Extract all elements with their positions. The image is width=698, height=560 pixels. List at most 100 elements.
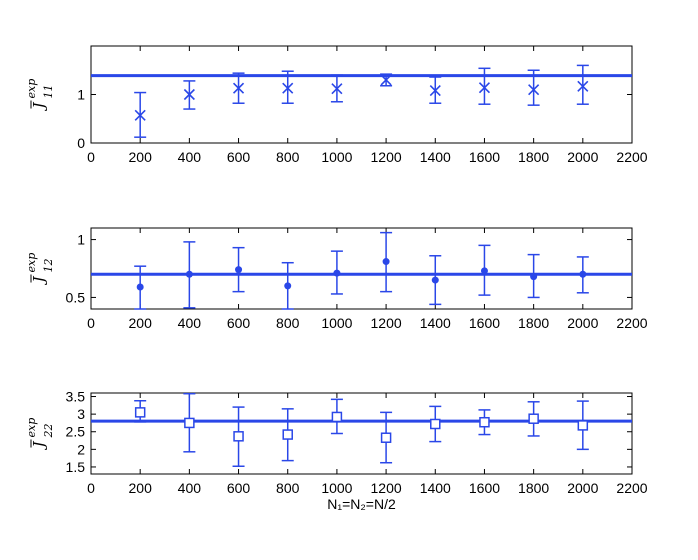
x-tick-label: 2200	[616, 149, 647, 165]
x-tick-label: 1600	[469, 315, 500, 331]
x-tick-label: 0	[87, 315, 95, 331]
data-point	[479, 416, 490, 428]
data-point	[232, 82, 245, 94]
y-label-base: J	[30, 441, 48, 451]
marker-stroke	[577, 80, 589, 92]
x-tick-label: 1000	[321, 315, 352, 331]
data-point	[233, 431, 244, 442]
data-point	[284, 282, 292, 290]
x-tick-label: 1000	[321, 480, 352, 496]
x-tick-label: 1600	[469, 149, 500, 165]
data-point	[235, 266, 243, 274]
y-label-superscript: exp	[25, 253, 38, 273]
x-tick-label: 1200	[371, 480, 402, 496]
y-label-base: J	[30, 276, 48, 286]
data-point	[382, 258, 390, 266]
marker-stroke	[331, 83, 343, 95]
x-tick-label: 1800	[518, 149, 549, 165]
x-tick-label: 2000	[567, 480, 598, 496]
x-tick-label: 200	[129, 149, 153, 165]
data-point	[331, 83, 343, 95]
x-tick-label: 2200	[616, 480, 647, 496]
y-tick-label: 0.5	[66, 289, 86, 305]
y-label-superscript: exp	[25, 418, 38, 438]
x-tick-label: 200	[129, 480, 153, 496]
y-tick-label: 2.5	[66, 424, 86, 440]
x-tick-label: 600	[227, 480, 251, 496]
x-tick-label: 2000	[567, 149, 598, 165]
y-tick-label: 3	[77, 406, 85, 422]
panel-j22: 0 200 400 600 800 1000 1200 1400 1600 1800 2000 220…	[25, 389, 648, 496]
x-tick-label: 800	[276, 315, 300, 331]
x-tick-label: 1400	[420, 315, 451, 331]
y-label-superscript: exp	[25, 79, 38, 99]
x-tick-label: 200	[129, 315, 153, 331]
x-tick-label: 600	[227, 315, 251, 331]
x-tick-label: 1200	[371, 315, 402, 331]
marker-stroke	[528, 84, 540, 96]
data-point	[282, 82, 294, 94]
data-point	[134, 407, 146, 418]
data-point	[136, 283, 144, 291]
y-label-subscript: 11	[42, 85, 55, 99]
axes-frame	[90, 227, 633, 310]
data-point	[577, 420, 589, 431]
data-point	[134, 109, 146, 121]
y-label-base: J	[30, 102, 48, 112]
axes-frame	[90, 392, 633, 475]
data-point	[480, 267, 488, 275]
x-tick-label: 400	[178, 480, 202, 496]
x-tick-label: 400	[178, 315, 202, 331]
data-point	[282, 429, 293, 440]
data-point	[429, 85, 441, 97]
marker-stroke	[380, 74, 392, 86]
y-tick-label: 3.5	[66, 389, 86, 405]
panel-j11: 0 200 400 600 800 1000 1200 1400 1600 1800 2000 220…	[25, 45, 648, 165]
x-tick-label: 1800	[518, 315, 549, 331]
x-axis-label: N₁=N₂=N/2	[327, 496, 396, 512]
data-point	[431, 276, 439, 284]
data-point	[185, 270, 193, 278]
y-tick-label: 0	[77, 135, 85, 151]
y-tick-label: 2	[77, 441, 85, 457]
data-point	[380, 432, 392, 443]
y-label-subscript: 22	[42, 424, 55, 439]
marker-stroke	[183, 88, 195, 101]
x-tick-label: 0	[87, 149, 95, 165]
marker-stroke	[429, 85, 441, 97]
y-tick-label: 1	[77, 232, 85, 248]
x-tick-label: 400	[178, 149, 202, 165]
x-tick-label: 800	[276, 480, 300, 496]
marker-stroke	[232, 82, 245, 94]
x-tick-label: 600	[227, 149, 251, 165]
panel-j12: 0 200 400 600 800 1000 1200 1400 1600 1800 2000 220…	[25, 227, 648, 331]
x-tick-label: 1400	[420, 149, 451, 165]
x-tick-label: 1200	[371, 149, 402, 165]
x-tick-label: 1000	[321, 149, 352, 165]
y-label-subscript: 12	[42, 259, 55, 273]
marker-stroke	[134, 109, 146, 121]
x-tick-label: 800	[276, 149, 300, 165]
x-tick-label: 2200	[616, 315, 647, 331]
data-point	[184, 417, 195, 429]
data-point	[530, 273, 538, 281]
x-tick-label: 1400	[420, 480, 451, 496]
data-point	[183, 88, 195, 101]
data-point	[331, 411, 343, 423]
x-tick-label: 1800	[518, 480, 549, 496]
data-point	[380, 74, 392, 86]
data-point	[478, 82, 491, 94]
x-tick-label: 2000	[567, 315, 598, 331]
x-tick-label: 1600	[469, 480, 500, 496]
x-tick-label: 0	[87, 480, 95, 496]
data-point	[528, 413, 539, 424]
marker-stroke	[478, 82, 491, 94]
data-point	[577, 80, 589, 92]
data-point	[430, 418, 441, 430]
y-tick-label: 1	[77, 87, 85, 103]
data-point	[528, 84, 540, 96]
